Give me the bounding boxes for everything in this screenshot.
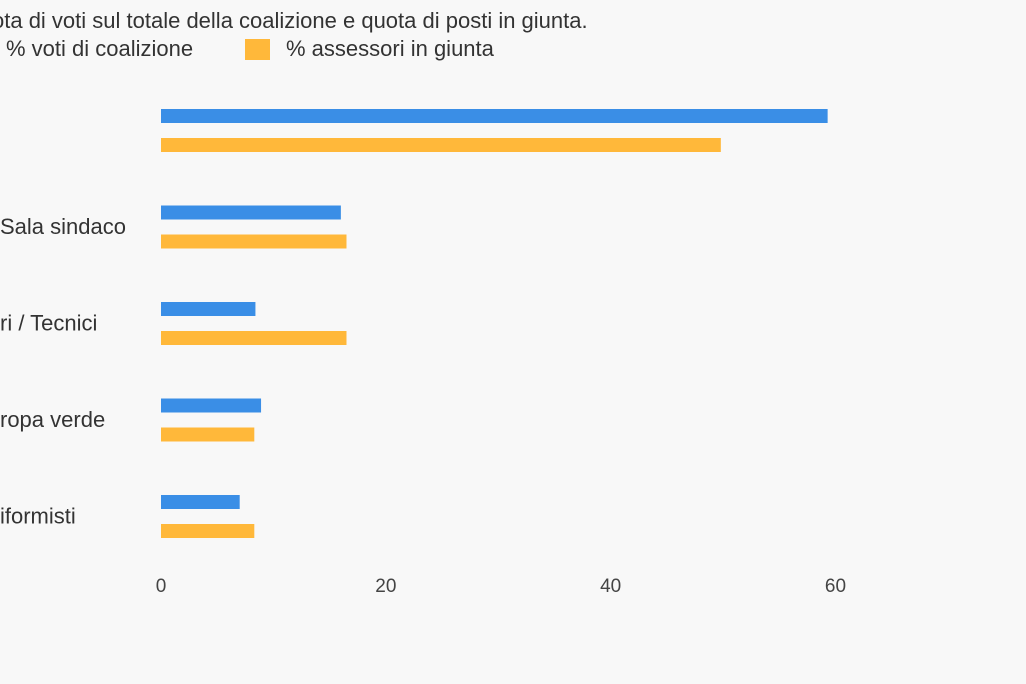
category-label-3: ropa verde [0,407,105,432]
bar-assessori-2 [161,331,347,345]
category-label-4: iformisti [0,504,76,529]
legend-label-voti: % voti di coalizione [6,36,194,61]
bar-voti-2 [161,302,256,316]
legend-label-assessori: % assessori in giunta [286,36,494,61]
x-tick-label-60: 60 [825,576,846,597]
chart-subtitle: ota di voti sul totale della coalizione … [0,8,588,33]
bar-voti-4 [161,495,240,509]
x-tick-label-0: 0 [156,576,167,597]
category-label-1: Sala sindaco [0,214,126,239]
x-tick-label-20: 20 [375,576,396,597]
bar-voti-1 [161,205,341,220]
legend-swatch-assessori [245,39,270,60]
category-label-2: ri / Tecnici [0,311,97,336]
bar-voti-0 [161,109,828,123]
bar-assessori-3 [161,427,255,442]
x-tick-label-40: 40 [600,576,621,597]
bar-assessori-0 [161,138,721,152]
bar-voti-3 [161,398,262,413]
bar-assessori-1 [161,234,347,249]
bar-assessori-4 [161,524,255,538]
